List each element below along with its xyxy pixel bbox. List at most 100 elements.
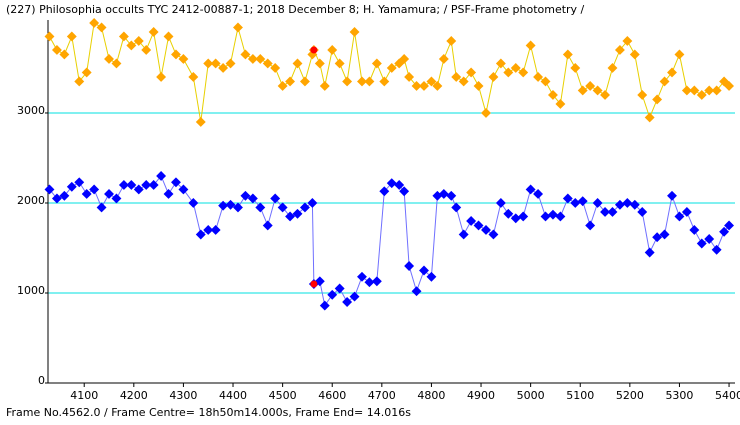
data-point: [163, 31, 174, 42]
data-point: [247, 54, 258, 64]
x-tick-label: 4400: [219, 389, 247, 402]
data-point: [319, 300, 330, 311]
data-point: [607, 207, 618, 217]
data-point: [592, 198, 603, 208]
data-point: [562, 193, 573, 204]
data-point: [600, 90, 610, 100]
data-point: [292, 58, 303, 69]
data-point: [399, 186, 410, 197]
data-point: [466, 216, 477, 226]
y-tick-label: 3000: [17, 104, 45, 117]
data-point: [659, 229, 670, 240]
data-point: [203, 225, 214, 235]
data-point: [156, 171, 167, 181]
data-point: [156, 72, 167, 82]
data-point: [525, 40, 536, 51]
data-point: [704, 85, 715, 96]
data-point: [104, 54, 114, 64]
data-point: [518, 211, 529, 222]
data-point: [622, 198, 633, 208]
data-point: [163, 189, 174, 199]
data-point: [540, 211, 551, 222]
x-tick-label: 5400: [715, 389, 740, 402]
data-point: [379, 186, 390, 197]
data-point: [533, 189, 544, 199]
data-point: [178, 54, 189, 64]
data-point: [510, 213, 521, 224]
data-point: [327, 45, 338, 55]
data-point: [327, 289, 338, 300]
x-tick-label: 5100: [566, 389, 594, 402]
data-point: [674, 211, 685, 222]
data-point: [51, 193, 62, 204]
x-tick-label: 4800: [417, 389, 445, 402]
data-point: [44, 31, 55, 42]
data-point: [262, 220, 273, 231]
highlight-point: [310, 46, 318, 54]
data-point: [334, 58, 345, 69]
data-point: [652, 232, 663, 243]
data-point: [96, 22, 107, 33]
data-point: [419, 265, 429, 276]
data-point: [614, 45, 625, 55]
data-point: [510, 63, 521, 73]
x-tick-label: 5200: [616, 389, 644, 402]
data-point: [210, 58, 221, 69]
data-point: [481, 225, 491, 235]
data-point: [577, 196, 588, 207]
data-point: [473, 81, 484, 91]
data-point: [473, 220, 484, 231]
data-point: [386, 178, 397, 189]
data-point: [66, 181, 77, 192]
data-point: [451, 202, 462, 213]
data-point: [585, 220, 596, 231]
data-point: [210, 225, 221, 235]
x-tick-label: 4200: [120, 389, 148, 402]
data-point: [548, 90, 558, 100]
data-point: [681, 207, 692, 217]
data-point: [247, 193, 258, 204]
data-point: [171, 49, 181, 60]
data-point: [488, 72, 499, 82]
data-point: [674, 49, 685, 60]
data-point: [66, 31, 77, 42]
data-point: [637, 90, 648, 100]
data-point: [349, 27, 360, 37]
data-point: [141, 180, 152, 190]
data-point: [299, 202, 310, 213]
data-point: [704, 234, 715, 244]
data-point: [104, 189, 114, 199]
y-tick-label: 0: [38, 374, 45, 387]
y-tick-label: 1000: [17, 284, 45, 297]
data-point: [364, 76, 375, 87]
data-point: [426, 271, 437, 282]
data-point: [133, 36, 144, 46]
x-tick-label: 5300: [665, 389, 693, 402]
data-point: [540, 76, 551, 87]
data-point: [652, 94, 663, 105]
data-point: [188, 72, 199, 82]
data-point: [285, 211, 296, 222]
data-point: [342, 297, 353, 307]
data-point: [637, 207, 648, 217]
data-point: [133, 184, 144, 195]
data-point: [438, 54, 449, 64]
data-point: [148, 27, 159, 37]
data-point: [195, 117, 206, 127]
data-point: [451, 72, 462, 82]
chart-title: (227) Philosophia occults TYC 2412-00887…: [6, 3, 585, 16]
data-point: [225, 199, 236, 210]
data-point: [488, 229, 499, 240]
data-point: [696, 238, 707, 249]
data-point: [659, 76, 670, 87]
data-point: [371, 58, 382, 69]
data-point: [585, 81, 596, 91]
x-tick-label: 4700: [368, 389, 396, 402]
data-point: [111, 58, 122, 69]
data-point: [689, 85, 700, 96]
data-point: [59, 190, 70, 201]
data-point: [371, 276, 382, 287]
data-point: [525, 184, 536, 195]
data-point: [195, 229, 206, 240]
